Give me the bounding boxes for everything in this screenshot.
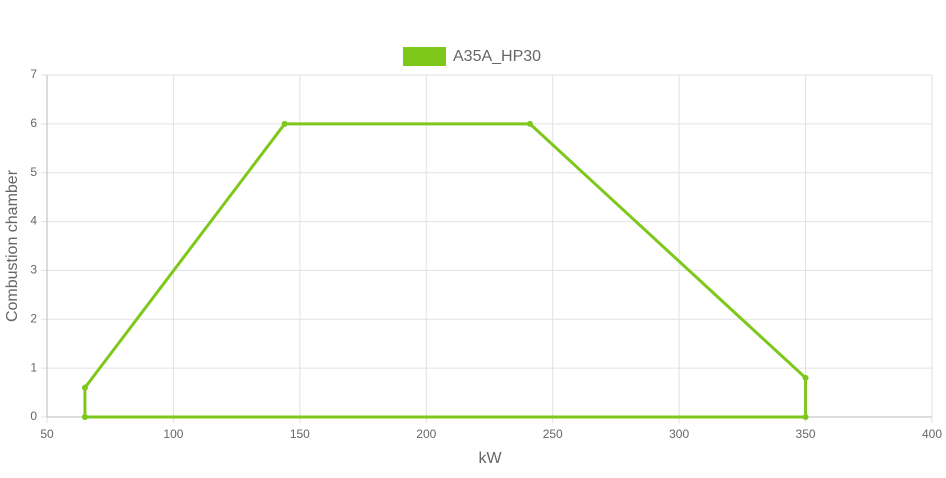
y-tick-label: 4 — [30, 214, 37, 228]
data-point — [526, 120, 533, 127]
x-tick-label: 50 — [40, 427, 54, 441]
y-tick-label: 3 — [30, 263, 37, 277]
data-point — [802, 374, 809, 381]
y-tick-label: 1 — [30, 360, 37, 374]
x-axis-label: kW — [478, 450, 502, 467]
legend-swatch — [403, 47, 446, 66]
legend-label: A35A_HP30 — [453, 48, 541, 65]
y-tick-label: 0 — [30, 409, 37, 423]
x-tick-label: 100 — [163, 427, 183, 441]
x-tick-label: 250 — [543, 427, 563, 441]
x-tick-label: 150 — [290, 427, 310, 441]
y-tick-label: 5 — [30, 165, 37, 179]
x-tick-label: 300 — [669, 427, 689, 441]
y-axis-label: Combustion chamber — [4, 169, 21, 322]
x-tick-label: 350 — [796, 427, 816, 441]
y-tick-label: 2 — [30, 311, 37, 325]
data-point — [281, 120, 288, 127]
y-tick-label: 6 — [30, 116, 37, 130]
data-point — [81, 414, 88, 420]
x-tick-label: 400 — [922, 427, 942, 441]
data-point — [81, 384, 88, 391]
y-tick-label: 7 — [30, 67, 37, 81]
data-point — [802, 414, 809, 420]
x-tick-label: 200 — [416, 427, 436, 441]
